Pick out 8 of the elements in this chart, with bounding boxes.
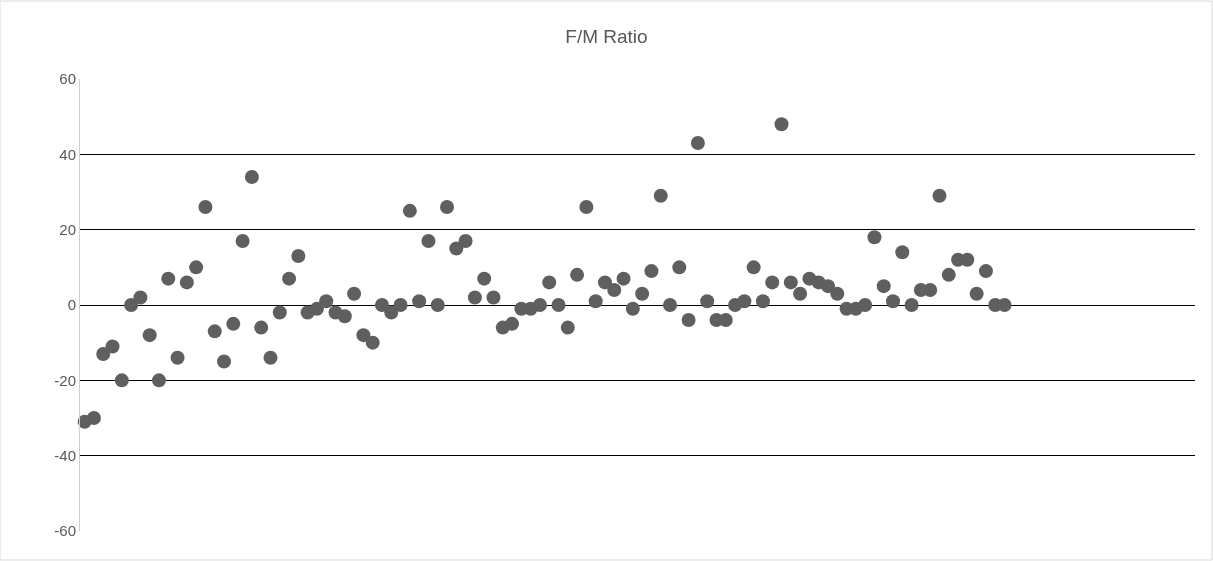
- y-tick-label: 40: [59, 145, 76, 163]
- y-tick-label: -60: [54, 522, 76, 540]
- y-tick-label: 0: [67, 296, 76, 314]
- y-tick-label: 20: [59, 220, 76, 238]
- y-tick-label: -20: [54, 371, 76, 389]
- y-tick-label: 60: [59, 70, 76, 88]
- y-tick-label: -40: [54, 446, 76, 464]
- chart-title: F/M Ratio: [565, 26, 648, 48]
